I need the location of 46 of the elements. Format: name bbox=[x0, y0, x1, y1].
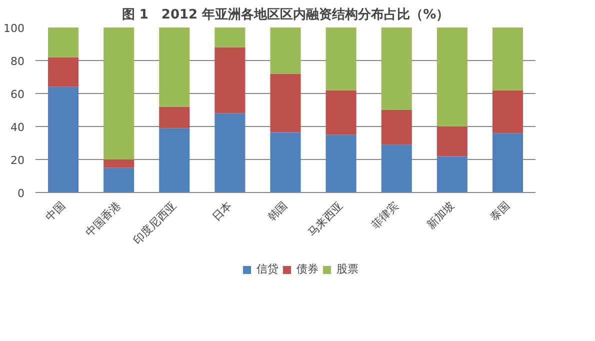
bar bbox=[214, 113, 246, 192]
bar bbox=[104, 160, 134, 168]
bar bbox=[104, 28, 134, 160]
bar bbox=[270, 28, 301, 74]
bar bbox=[436, 156, 468, 192]
bar bbox=[436, 28, 468, 126]
bar bbox=[270, 132, 301, 192]
bar bbox=[214, 47, 246, 114]
bar bbox=[326, 134, 356, 192]
y-tick-label: 40 bbox=[10, 121, 25, 134]
x-tick-label: 韩国 bbox=[265, 198, 290, 224]
x-tick-label: 马来西亚 bbox=[305, 198, 346, 240]
bar bbox=[492, 90, 523, 134]
bar bbox=[104, 168, 134, 192]
bar bbox=[381, 144, 412, 192]
y-tick-label: 80 bbox=[10, 55, 25, 68]
bar bbox=[326, 28, 356, 90]
bar bbox=[492, 28, 523, 90]
y-tick-label: 20 bbox=[10, 154, 25, 167]
bar bbox=[159, 28, 190, 107]
legend-label: 债券 bbox=[296, 262, 318, 276]
bar bbox=[492, 133, 523, 192]
bar bbox=[436, 126, 468, 156]
bar bbox=[214, 28, 246, 48]
bar bbox=[159, 128, 190, 192]
bar bbox=[159, 106, 190, 128]
y-tick-label: 0 bbox=[18, 187, 24, 200]
bar bbox=[48, 57, 79, 87]
x-tick-label: 日本 bbox=[210, 198, 235, 224]
bar bbox=[48, 28, 79, 58]
x-tick-label: 新加坡 bbox=[424, 198, 457, 232]
chart-title: 图 1 2012 年亚洲各地区区内融资结构分布占比（%） bbox=[122, 8, 450, 22]
legend-label: 信贷 bbox=[256, 262, 278, 276]
x-tick-label: 泰国 bbox=[488, 198, 512, 224]
bar bbox=[381, 110, 412, 145]
x-tick-label: 印度尼西亚 bbox=[130, 198, 179, 247]
legend-label: 股票 bbox=[336, 262, 358, 276]
y-tick-label: 100 bbox=[4, 22, 25, 35]
bar bbox=[48, 86, 79, 192]
bar bbox=[270, 74, 301, 132]
x-tick-label: 菲律宾 bbox=[368, 198, 402, 232]
bar bbox=[381, 28, 412, 110]
y-tick-label: 60 bbox=[10, 88, 25, 101]
x-tick-label: 中国香港 bbox=[83, 198, 124, 240]
x-tick-label: 中国 bbox=[43, 198, 68, 224]
bar bbox=[326, 90, 356, 135]
